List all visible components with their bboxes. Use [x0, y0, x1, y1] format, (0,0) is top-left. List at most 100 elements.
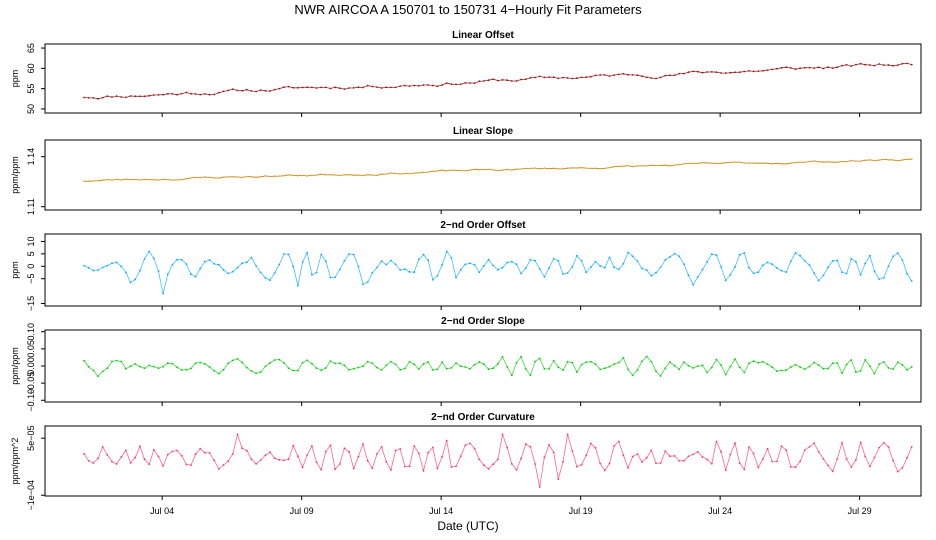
- data-point: [497, 458, 499, 461]
- data-point: [497, 363, 499, 365]
- data-point: [427, 171, 429, 174]
- data-point: [627, 368, 629, 371]
- data-point: [636, 165, 639, 167]
- data-point: [510, 260, 513, 263]
- data-point: [352, 253, 355, 256]
- data-point: [534, 259, 536, 262]
- data-point: [901, 363, 904, 366]
- data-point: [334, 86, 336, 89]
- data-point: [720, 364, 722, 366]
- data-point: [515, 168, 518, 171]
- data-point: [106, 454, 109, 456]
- data-point: [590, 442, 592, 445]
- data-point: [515, 263, 518, 266]
- data-point: [371, 271, 374, 274]
- data-point: [794, 363, 797, 366]
- data-point: [87, 266, 90, 269]
- data-point: [701, 161, 704, 164]
- data-point: [757, 466, 760, 469]
- data-point: [715, 254, 718, 257]
- data-point: [306, 359, 309, 362]
- y-tick-label: −0.05: [26, 372, 36, 395]
- data-point: [710, 366, 713, 369]
- data-point: [306, 175, 309, 177]
- data-point: [199, 361, 202, 364]
- data-point: [692, 453, 695, 456]
- data-point: [320, 468, 323, 471]
- data-point: [543, 167, 546, 170]
- data-point: [841, 160, 843, 163]
- data-point: [836, 161, 839, 164]
- data-point: [548, 267, 550, 270]
- data-point: [292, 444, 295, 447]
- data-point: [492, 78, 495, 80]
- data-point: [436, 85, 439, 88]
- data-point: [771, 366, 774, 368]
- data-point: [659, 164, 662, 167]
- data-point: [869, 254, 871, 257]
- data-point: [743, 468, 746, 471]
- data-point: [487, 79, 490, 82]
- data-point: [734, 161, 736, 164]
- data-point: [859, 441, 862, 444]
- data-point: [352, 174, 355, 177]
- data-point: [427, 451, 429, 454]
- data-point: [562, 167, 564, 170]
- data-point: [343, 364, 346, 367]
- data-point: [869, 465, 871, 468]
- data-point: [743, 70, 746, 73]
- data-point: [148, 463, 151, 466]
- data-point: [566, 77, 569, 79]
- data-point: [125, 367, 127, 370]
- data-point: [297, 86, 299, 89]
- data-point: [873, 64, 876, 67]
- data-point: [794, 68, 797, 71]
- data-point: [734, 71, 736, 74]
- series-line: [83, 432, 913, 488]
- data-point: [478, 271, 481, 274]
- data-point: [152, 178, 155, 181]
- data-point: [776, 460, 778, 463]
- data-point: [450, 367, 453, 369]
- data-point: [441, 455, 443, 458]
- data-point: [134, 363, 137, 365]
- data-point: [752, 162, 755, 164]
- data-point: [204, 93, 206, 95]
- data-point: [548, 444, 550, 446]
- data-point: [720, 450, 722, 453]
- data-point: [785, 449, 788, 451]
- data-point: [776, 67, 778, 70]
- data-point: [311, 362, 313, 365]
- data-point: [752, 360, 755, 362]
- data-point: [292, 369, 295, 372]
- panel-frame: [44, 425, 922, 497]
- y-tick-label: 0.10: [26, 323, 36, 341]
- data-point: [510, 80, 513, 82]
- data-point: [780, 445, 783, 448]
- data-point: [185, 177, 188, 180]
- data-point: [152, 257, 155, 260]
- data-point: [766, 69, 769, 71]
- data-point: [357, 86, 360, 89]
- data-point: [180, 258, 183, 261]
- data-point: [287, 85, 290, 88]
- data-point: [683, 263, 685, 265]
- data-point: [329, 173, 332, 176]
- data-point: [720, 266, 722, 268]
- data-point: [552, 76, 555, 79]
- data-point: [120, 179, 123, 181]
- data-point: [218, 91, 220, 94]
- data-point: [231, 359, 234, 362]
- data-point: [817, 66, 820, 69]
- data-point: [190, 92, 192, 95]
- data-point: [273, 88, 276, 91]
- data-point: [380, 260, 383, 262]
- data-point: [720, 162, 722, 165]
- data-point: [152, 94, 155, 96]
- data-point: [696, 162, 699, 165]
- data-point: [529, 445, 532, 448]
- data-point: [776, 162, 778, 165]
- data-point: [199, 93, 202, 96]
- panel-linear-slope: Linear Slope ppm/ppm 1.11 1.14: [10, 126, 922, 215]
- data-point: [166, 178, 169, 181]
